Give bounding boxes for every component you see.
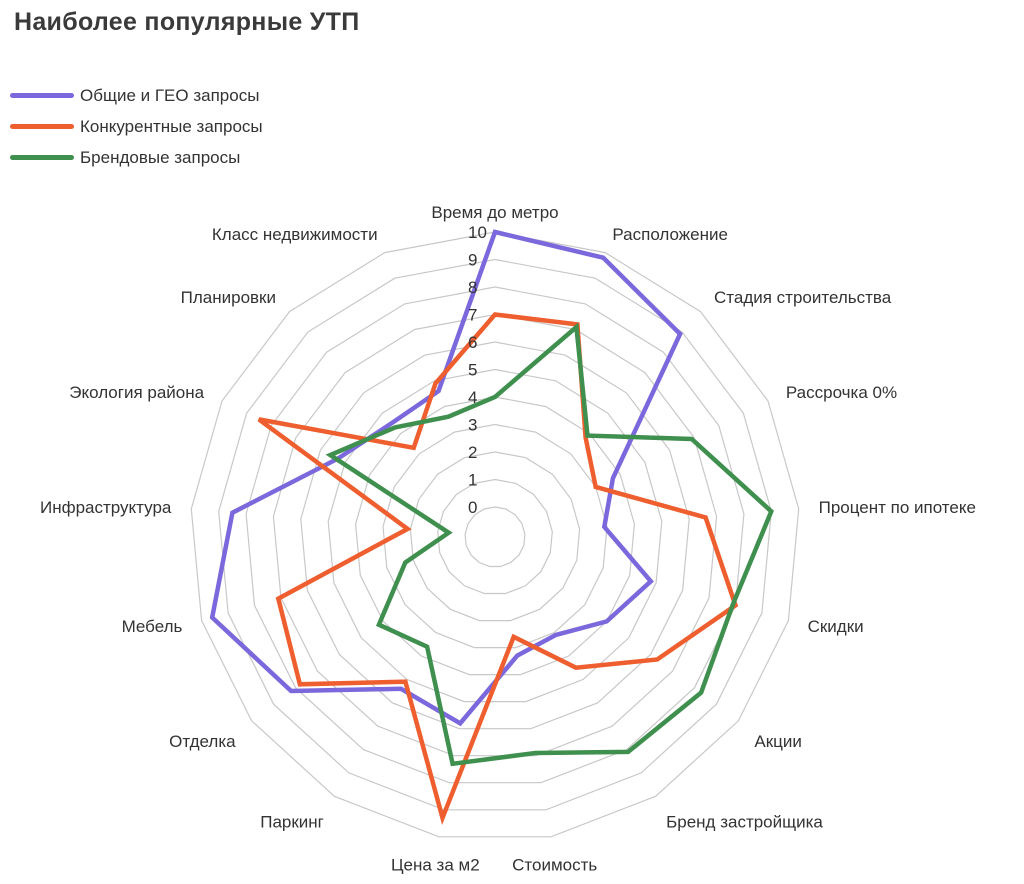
legend-label-brand: Брендовые запросы <box>80 147 241 167</box>
grid-ring <box>464 506 526 568</box>
grid-ring <box>354 396 636 676</box>
category-label: Время до метро <box>431 203 558 222</box>
series-line <box>325 322 774 767</box>
legend-swatch-competitive <box>10 124 74 129</box>
legend-item-competitive: Конкурентные запросы <box>10 111 263 142</box>
chart-title: Наиболее популярные УТП <box>14 8 360 36</box>
grid-ring <box>190 231 800 838</box>
category-label: Экология района <box>69 383 204 402</box>
category-label: Расположение <box>612 225 728 244</box>
category-label: Паркинг <box>260 812 324 831</box>
legend-label-general-geo: Общие и ГЕО запросы <box>80 85 260 105</box>
legend: Общие и ГЕО запросы Конкурентные запросы… <box>10 80 263 173</box>
legend-item-general-geo: Общие и ГЕО запросы <box>10 80 263 111</box>
series-line <box>209 229 683 727</box>
category-label: Стоимость <box>512 856 597 875</box>
grid-ring <box>437 478 553 595</box>
category-label: Скидки <box>808 617 864 636</box>
category-label: Рассрочка 0% <box>786 383 897 402</box>
tick-label: 6 <box>468 333 477 352</box>
tick-label: 5 <box>468 361 477 380</box>
legend-swatch-general-geo <box>10 93 74 98</box>
radar-series <box>209 229 774 826</box>
grid-ring <box>300 341 690 730</box>
series-line <box>257 312 739 826</box>
grid-ring <box>327 368 663 703</box>
grid-ring <box>382 423 608 649</box>
legend-item-brand: Брендовые запросы <box>10 142 263 173</box>
category-label: Процент по ипотеке <box>819 498 976 517</box>
legend-swatch-brand <box>10 155 74 160</box>
category-label: Класс недвижимости <box>212 225 378 244</box>
tick-label: 7 <box>468 306 477 325</box>
tick-label: 3 <box>468 416 477 435</box>
tick-label: 1 <box>468 471 477 490</box>
tick-label: 4 <box>468 388 477 407</box>
category-label: Бренд застройщика <box>666 812 823 831</box>
tick-label: 9 <box>468 251 477 270</box>
tick-label: 8 <box>468 278 477 297</box>
category-label: Акции <box>754 732 802 751</box>
legend-label-competitive: Конкурентные запросы <box>80 116 263 136</box>
tick-label: 10 <box>468 223 487 242</box>
category-label: Стадия строительства <box>714 288 892 307</box>
category-label: Цена за м2 <box>391 856 480 875</box>
grid-ring <box>245 286 745 784</box>
category-label: Отделка <box>169 732 236 751</box>
grid-ring <box>218 258 772 811</box>
tick-label: 2 <box>468 443 477 462</box>
tick-label: 0 <box>468 498 477 517</box>
category-label: Мебель <box>122 617 183 636</box>
grid-ring <box>409 451 581 622</box>
radar-grid <box>190 231 800 838</box>
category-label: Инфраструктура <box>40 498 172 517</box>
category-labels: Время до метро Расположение Стадия строите… <box>40 203 976 875</box>
category-label: Планировки <box>181 288 276 307</box>
radial-ticks: 0 1 2 3 4 5 6 7 8 9 10 <box>468 223 487 517</box>
